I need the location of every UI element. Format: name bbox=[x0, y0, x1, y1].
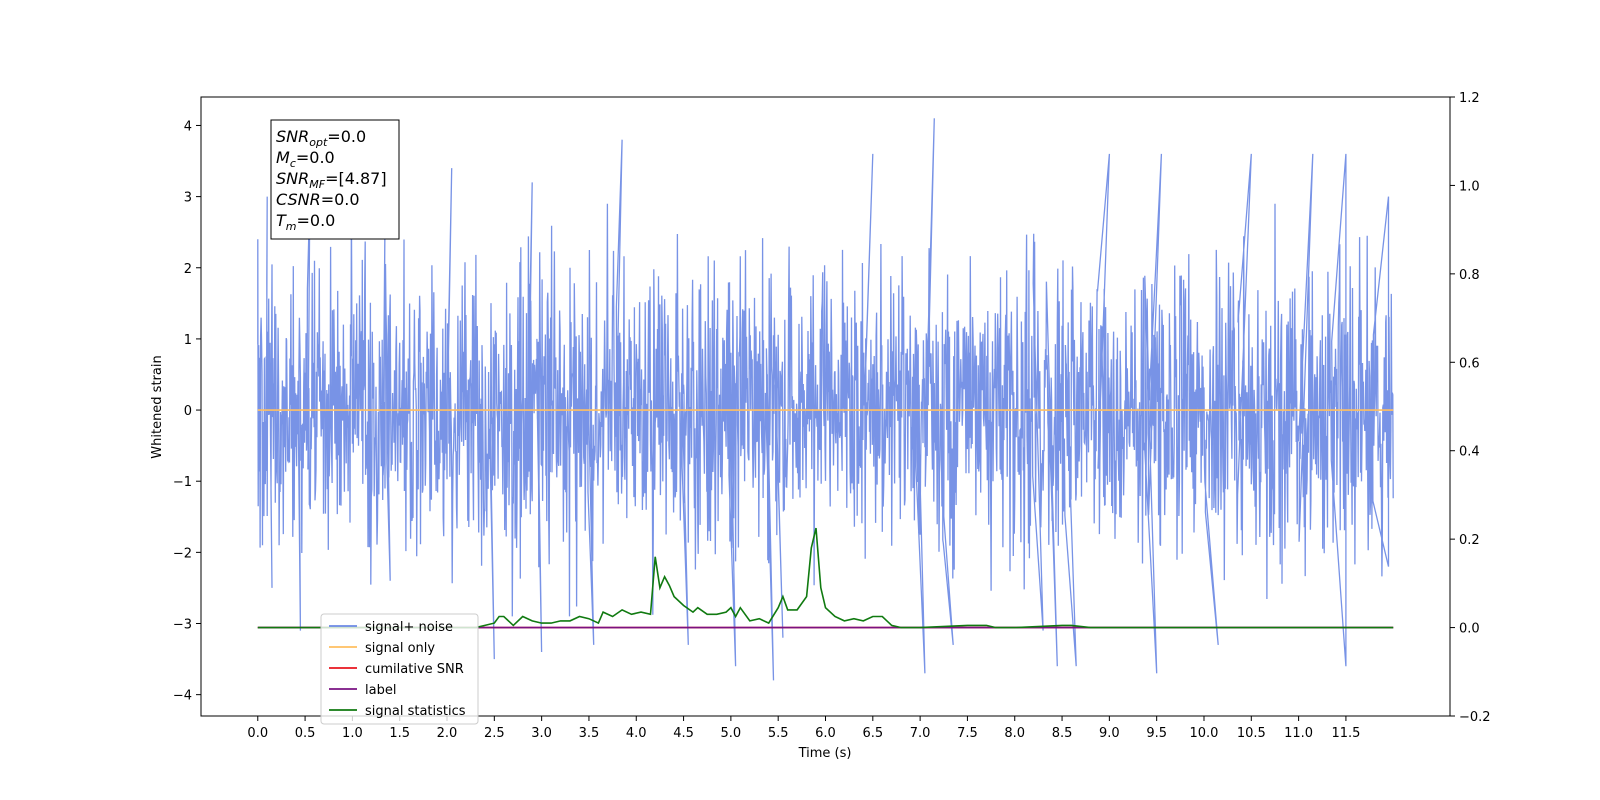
x-tick-label: 0.5 bbox=[295, 726, 316, 741]
x-tick-label: 7.0 bbox=[910, 726, 931, 741]
y-tick-label: −2 bbox=[173, 546, 192, 561]
legend-label: label bbox=[365, 683, 396, 698]
x-tick-label: 11.0 bbox=[1284, 726, 1313, 741]
x-tick-label: 9.0 bbox=[1099, 726, 1120, 741]
x-axis-label: Time (s) bbox=[798, 746, 852, 761]
legend-label: cumilative SNR bbox=[365, 662, 464, 677]
x-tick-label: 3.0 bbox=[531, 726, 552, 741]
stats-box-frame bbox=[270, 119, 400, 240]
x-axis: 0.0 0.5 1.0 1.5 2.0 2.5 3.0 3.5 4.0 4.5 5.0 5.5 6.0 6… bbox=[247, 716, 1360, 741]
y-right-tick-label: 0.6 bbox=[1459, 356, 1480, 371]
x-tick-label: 6.5 bbox=[862, 726, 883, 741]
x-tick-label: 8.5 bbox=[1052, 726, 1073, 741]
y-right-tick-label: −0.2 bbox=[1459, 710, 1491, 725]
x-tick-label: 8.0 bbox=[1004, 726, 1025, 741]
x-tick-label: 1.5 bbox=[389, 726, 410, 741]
y-tick-label: 2 bbox=[184, 262, 192, 277]
y-tick-label: 4 bbox=[184, 119, 192, 134]
y-tick-label: −1 bbox=[173, 475, 192, 490]
signal-noise-series bbox=[257, 118, 1394, 681]
x-tick-label: 6.0 bbox=[815, 726, 836, 741]
y-right-tick-label: 0.2 bbox=[1459, 533, 1480, 548]
stats-line: Tm=0.0 bbox=[276, 211, 335, 233]
signal-noise-line bbox=[257, 118, 1394, 681]
y-right-tick-label: 1.0 bbox=[1459, 179, 1480, 194]
x-tick-label: 5.0 bbox=[721, 726, 742, 741]
x-tick-label: 1.0 bbox=[342, 726, 363, 741]
legend: signal+ noise signal only cumilative SNR la… bbox=[320, 613, 479, 725]
stats-line: CSNR=0.0 bbox=[276, 190, 360, 209]
stats-line: SNRopt=0.0 bbox=[276, 127, 366, 149]
y-axis-right: 1.2 1.0 0.8 0.6 0.4 0.2 0.0 −0.2 bbox=[1450, 91, 1491, 725]
y-tick-label: 1 bbox=[184, 333, 192, 348]
legend-frame bbox=[320, 613, 479, 725]
y-right-tick-label: 1.2 bbox=[1459, 91, 1480, 106]
y-tick-label: −3 bbox=[173, 618, 192, 633]
y-tick-label: −4 bbox=[173, 689, 192, 704]
y-tick-label: 3 bbox=[184, 191, 192, 206]
y-tick-label: 0 bbox=[184, 404, 192, 419]
signal-statistics-line bbox=[257, 527, 1394, 629]
x-tick-label: 2.0 bbox=[437, 726, 458, 741]
y-right-tick-label: 0.4 bbox=[1459, 445, 1480, 460]
stats-line: Mc=0.0 bbox=[276, 148, 335, 170]
x-tick-label: 4.5 bbox=[673, 726, 694, 741]
x-tick-label: 3.5 bbox=[579, 726, 600, 741]
y-right-tick-label: 0.8 bbox=[1459, 268, 1480, 283]
y-axis-label: Whitened strain bbox=[150, 355, 165, 458]
x-tick-label: 10.5 bbox=[1237, 726, 1266, 741]
legend-label: signal only bbox=[365, 641, 435, 656]
x-tick-label: 4.0 bbox=[626, 726, 647, 741]
legend-label: signal+ noise bbox=[365, 620, 453, 635]
stats-line: SNRMF=[4.87] bbox=[276, 169, 387, 191]
x-tick-label: 7.5 bbox=[957, 726, 978, 741]
y-right-tick-label: 0.0 bbox=[1459, 622, 1480, 637]
legend-label: signal statistics bbox=[365, 704, 466, 719]
x-tick-label: 2.5 bbox=[484, 726, 505, 741]
y-axis-left: 4 3 2 1 0 −1 −2 −3 −4 bbox=[173, 119, 201, 704]
x-tick-label: 5.5 bbox=[768, 726, 789, 741]
x-tick-label: 11.5 bbox=[1331, 726, 1360, 741]
x-tick-label: 10.0 bbox=[1190, 726, 1219, 741]
x-tick-label: 9.5 bbox=[1146, 726, 1167, 741]
x-tick-label: 0.0 bbox=[247, 726, 268, 741]
